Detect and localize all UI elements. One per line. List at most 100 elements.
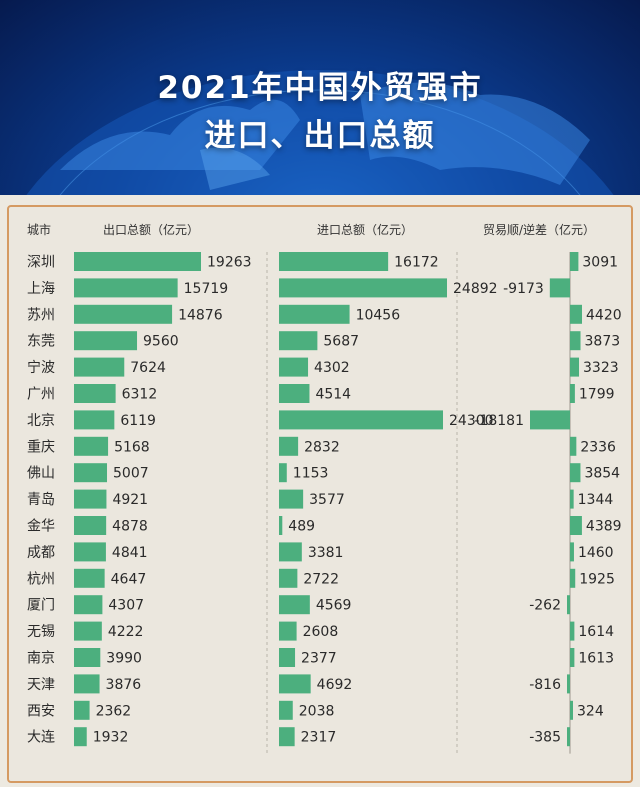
export-value: 1932: [93, 730, 129, 746]
city-label: 深圳: [27, 255, 55, 271]
export-value: 4307: [108, 598, 144, 614]
balance-bar: [567, 595, 570, 615]
trade-bar-chart: 城市 出口总额（亿元） 进口总额（亿元） 贸易顺/逆差（亿元） 深圳 19263 1…: [27, 222, 622, 754]
export-bar: [74, 621, 102, 641]
city-label: 无锡: [27, 624, 55, 640]
import-value: 2722: [303, 571, 339, 587]
city-label: 东莞: [27, 334, 55, 350]
balance-value: 324: [577, 703, 604, 719]
import-bar: [279, 674, 311, 694]
export-bar: [74, 489, 107, 509]
export-value: 14876: [178, 307, 223, 323]
header-banner: 2021年中国外贸强市 进口、出口总额: [0, 0, 640, 195]
import-value: 2832: [304, 439, 340, 455]
import-value: 1153: [293, 466, 329, 482]
city-label: 杭州: [27, 571, 55, 587]
import-value: 489: [288, 519, 315, 535]
import-value: 2608: [303, 624, 339, 640]
balance-bar: [570, 252, 579, 271]
export-bar: [74, 278, 178, 298]
balance-value: 3854: [584, 466, 620, 482]
chart-panel: 城市 出口总额（亿元） 进口总额（亿元） 贸易顺/逆差（亿元） 深圳 19263 1…: [7, 205, 633, 783]
balance-value: 1614: [578, 624, 614, 640]
import-value: 4302: [314, 360, 350, 376]
export-value: 4921: [112, 492, 148, 508]
export-bar: [74, 700, 90, 720]
balance-bar: [570, 304, 582, 324]
balance-bar: [570, 542, 574, 562]
export-value: 4647: [111, 571, 147, 587]
import-value: 2038: [299, 703, 335, 719]
import-bar: [279, 436, 299, 456]
export-bar: [74, 304, 173, 324]
export-value: 4878: [112, 519, 148, 535]
city-label: 广州: [27, 387, 55, 403]
city-label: 宁波: [27, 359, 55, 376]
city-label: 成都: [27, 545, 55, 561]
export-bar: [74, 463, 108, 483]
export-value: 4222: [108, 624, 144, 640]
city-label: 天津: [27, 677, 55, 693]
balance-bar: [570, 384, 575, 403]
balance-bar: [570, 463, 581, 483]
export-bar: [74, 648, 101, 667]
column-header-export: 出口总额（亿元）: [103, 222, 199, 237]
export-bar: [74, 542, 106, 562]
export-bar: [74, 252, 201, 271]
import-bar: [279, 542, 302, 562]
export-bar: [74, 436, 109, 456]
export-bar: [74, 384, 116, 403]
import-value: 4692: [317, 677, 353, 693]
import-bar: [279, 357, 309, 377]
export-bar: [74, 595, 103, 615]
import-value: 2317: [301, 730, 337, 746]
export-bar: [74, 331, 138, 351]
export-value: 4841: [112, 545, 148, 561]
balance-value: 3091: [582, 255, 618, 271]
city-label: 厦门: [27, 598, 55, 614]
import-value: 24300: [449, 413, 494, 429]
balance-bar: [567, 674, 570, 694]
export-value: 15719: [184, 281, 229, 297]
import-value: 16172: [394, 255, 439, 271]
balance-value: 1925: [579, 571, 615, 587]
city-label: 苏州: [27, 307, 55, 323]
import-bar: [279, 568, 298, 588]
import-value: 3381: [308, 545, 344, 561]
balance-value: 1460: [578, 545, 614, 561]
import-value: 2377: [301, 651, 337, 667]
city-label: 大连: [27, 730, 55, 746]
export-value: 2362: [96, 703, 132, 719]
balance-bar: [549, 278, 570, 298]
column-header-balance: 贸易顺/逆差（亿元）: [483, 222, 595, 237]
balance-value: 3323: [583, 360, 619, 376]
import-bar: [279, 700, 293, 720]
import-bar: [279, 331, 318, 351]
import-bar: [279, 410, 444, 430]
import-bar: [279, 621, 297, 641]
balance-value: 4420: [586, 307, 622, 323]
balance-value: -262: [529, 598, 561, 614]
balance-bar: [570, 700, 573, 720]
balance-bar: [570, 357, 580, 377]
balance-value: -385: [529, 730, 561, 746]
import-bar: [279, 463, 287, 483]
city-label: 青岛: [27, 492, 55, 508]
export-value: 3876: [106, 677, 142, 693]
import-bar: [279, 489, 304, 509]
city-label: 北京: [27, 413, 55, 429]
column-header-import: 进口总额（亿元）: [317, 222, 413, 237]
export-value: 3990: [106, 651, 142, 667]
balance-bar: [570, 648, 575, 667]
export-value: 19263: [207, 255, 252, 271]
export-bar: [74, 357, 125, 377]
import-value: 4514: [315, 387, 351, 403]
city-label: 金华: [27, 519, 55, 535]
globe-background: [26, 70, 614, 195]
balance-bar: [567, 727, 570, 747]
balance-value: 3873: [585, 334, 621, 350]
export-value: 5007: [113, 466, 149, 482]
export-value: 5168: [114, 439, 150, 455]
import-value: 10456: [356, 307, 401, 323]
export-bar: [74, 516, 107, 535]
